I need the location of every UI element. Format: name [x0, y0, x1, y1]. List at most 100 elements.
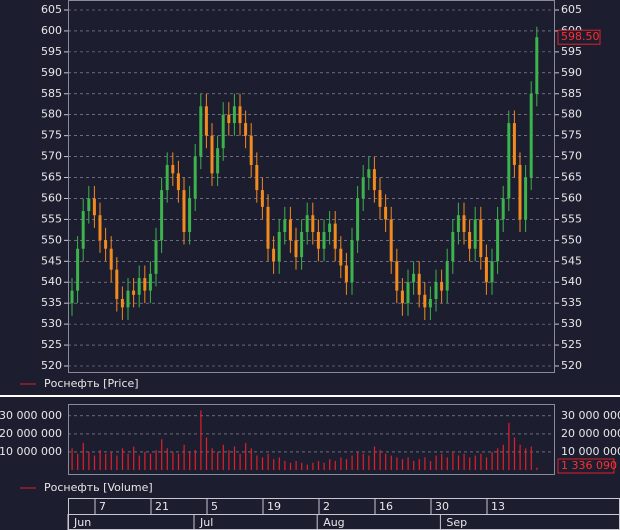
y-tick-label: 520: [41, 359, 62, 372]
x-tick-label: 2: [323, 500, 330, 513]
y-tick-label: 20 000 000: [561, 427, 620, 440]
volume-bar: [110, 451, 112, 470]
candle-body: [445, 261, 449, 291]
y-tick-label: 605: [41, 3, 62, 16]
candle-body: [143, 278, 147, 291]
y-tick-label: 30 000 000: [0, 409, 62, 422]
volume-bar: [457, 455, 460, 470]
candle-body: [468, 231, 472, 249]
volume-bar: [155, 450, 157, 470]
x-tick-label: 5: [211, 500, 218, 513]
candle-body: [462, 215, 466, 232]
candle-body: [305, 215, 309, 232]
y-tick-label: 560: [561, 191, 582, 204]
volume-bar: [261, 457, 264, 470]
month-label: Jul: [199, 516, 213, 529]
month-label: Sep: [446, 516, 467, 529]
candle-body: [204, 106, 208, 136]
volume-bar: [379, 450, 381, 470]
candle-body: [518, 164, 522, 220]
candle-body: [126, 290, 130, 308]
volume-bar: [469, 457, 471, 470]
volume-bar: [306, 464, 308, 470]
last-price-label: 598.50: [561, 30, 600, 43]
volume-bar: [362, 453, 364, 470]
volume-bar: [189, 451, 191, 470]
volume-bar: [418, 459, 420, 470]
volume-bar: [245, 442, 247, 470]
volume-bar: [301, 462, 303, 470]
volume-bar: [323, 462, 325, 470]
y-tick-label: 565: [561, 171, 582, 184]
month-label: Jun: [73, 516, 91, 529]
y-tick-label: 530: [561, 317, 582, 330]
volume-bar: [295, 460, 297, 470]
y-tick-label: 540: [561, 275, 582, 288]
y-tick-label: 10 000 000: [561, 445, 620, 458]
volume-bar: [390, 455, 392, 470]
candle-body: [507, 123, 511, 199]
volume-bar: [82, 442, 84, 470]
volume-bar: [239, 453, 241, 470]
candle-body: [473, 219, 477, 249]
volume-bar: [525, 448, 527, 470]
candle-body: [277, 231, 281, 262]
y-tick-label: 595: [41, 45, 62, 58]
volume-bar: [284, 460, 286, 470]
volume-bar: [194, 450, 196, 470]
x-tick-label: 19: [267, 500, 281, 513]
candle-body: [333, 223, 337, 249]
volume-bar: [429, 460, 432, 470]
candle-body: [249, 135, 253, 165]
volume-bar: [357, 451, 359, 470]
volume-bar: [177, 453, 180, 470]
volume-bar: [441, 453, 443, 470]
volume-bar: [329, 459, 331, 470]
volume-bar: [127, 453, 129, 470]
volume-bar: [536, 467, 538, 470]
volume-bar: [340, 457, 342, 470]
candle-body: [176, 173, 180, 191]
y-tick-label: 525: [561, 338, 582, 351]
candle-body: [272, 248, 276, 262]
volume-bar: [508, 423, 510, 470]
candle-body: [406, 282, 410, 304]
candle-body: [255, 164, 259, 191]
candle-body: [104, 240, 108, 249]
volume-bar: [205, 437, 208, 470]
candle-body: [132, 290, 136, 295]
y-tick-label: 550: [41, 233, 62, 246]
y-tick-label: 565: [41, 171, 62, 184]
y-tick-label: 535: [41, 296, 62, 309]
candle-body: [412, 273, 416, 283]
candle-body: [328, 223, 332, 232]
candle-body: [356, 198, 360, 241]
candle-body: [98, 215, 102, 241]
volume-bar: [373, 446, 376, 470]
volume-bar: [530, 446, 532, 470]
candle-body: [490, 261, 494, 283]
y-tick-label: 595: [561, 45, 582, 58]
candle-body: [372, 169, 376, 191]
legend-price: Роснефть [Price]: [44, 377, 139, 390]
x-tick-label: 21: [155, 500, 169, 513]
volume-bar: [413, 460, 415, 470]
volume-bar: [502, 444, 504, 470]
y-tick-label: 555: [561, 212, 582, 225]
candle-body: [266, 206, 270, 249]
candle-body: [70, 290, 74, 304]
volume-bar: [491, 451, 493, 470]
volume-bar: [183, 444, 185, 470]
volume-bar: [435, 455, 437, 470]
volume-frame: [68, 404, 555, 475]
last-volume-label: 1 336 090: [561, 459, 617, 472]
candle-body: [322, 231, 326, 249]
volume-bar: [105, 453, 107, 470]
candle-body: [456, 215, 460, 232]
volume-bar: [133, 446, 135, 470]
volume-bar: [519, 444, 521, 470]
candle-body: [316, 231, 320, 249]
candle-body: [216, 148, 220, 174]
candle-body: [92, 198, 96, 216]
